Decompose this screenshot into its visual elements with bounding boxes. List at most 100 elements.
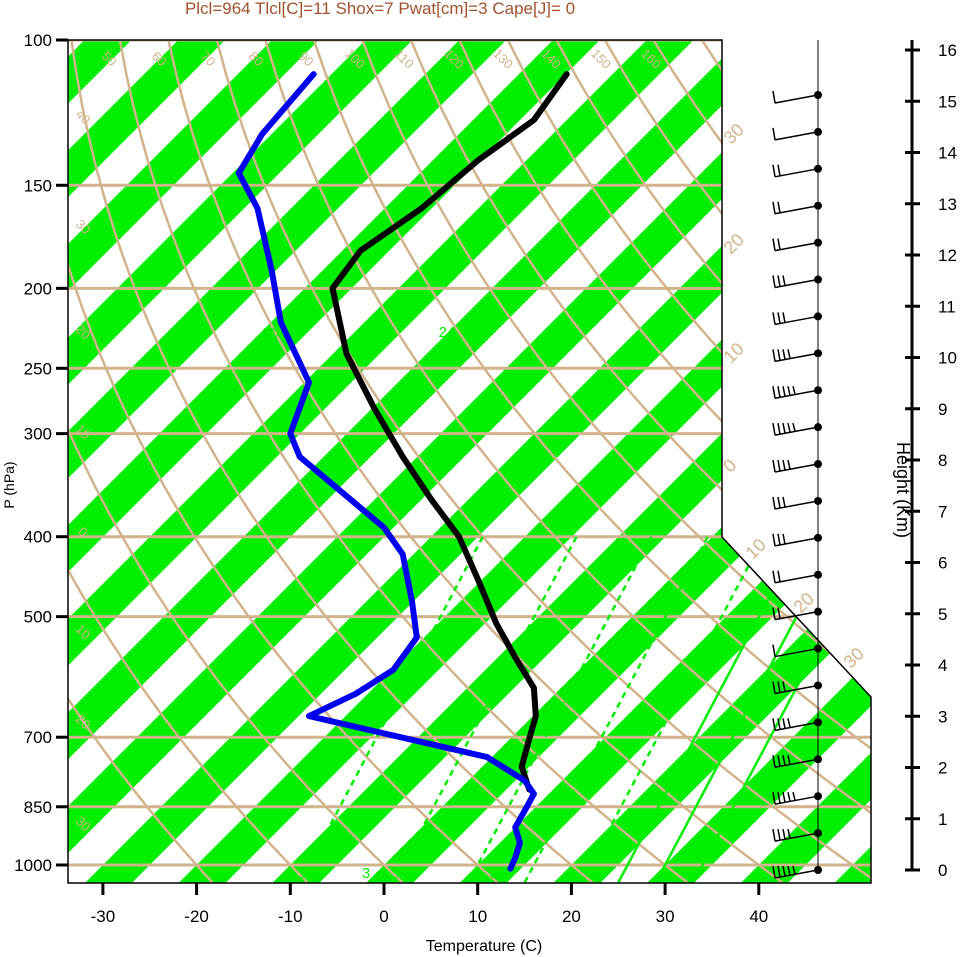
dry-adiabat: [312, 40, 871, 883]
wind-flag: [777, 792, 781, 804]
wind-flag: [782, 755, 786, 766]
height-tick-label: 16: [938, 41, 957, 60]
wind-barb: [774, 537, 819, 547]
y-tick-label: 300: [24, 425, 52, 444]
wind-barb: [774, 758, 819, 769]
wind-flag: [777, 312, 781, 324]
y-tick-label: 100: [24, 31, 52, 50]
wind-flag: [782, 312, 786, 323]
x-tick-label: 40: [749, 907, 768, 926]
green-band: [272, 40, 871, 883]
isotherm-label: 20: [720, 230, 748, 258]
wind-barb: [774, 241, 819, 252]
wind-flag: [772, 90, 776, 104]
left-isotherm-label: 40: [73, 106, 94, 127]
wind-flag: [777, 459, 781, 472]
wind-flag: [777, 828, 781, 841]
wind-barb: [774, 131, 819, 141]
dry-adiabat: [264, 40, 871, 883]
mixing-ratio-label: 16: [263, 324, 280, 341]
wind-flag: [782, 828, 786, 840]
dry-adiabat: [118, 40, 689, 883]
wind-barb: [774, 832, 819, 842]
green-band: [68, 40, 132, 883]
height-tick-label: 2: [938, 759, 947, 778]
mixing-ratio-label: 32: [649, 324, 666, 341]
wind-flag: [772, 792, 776, 805]
plot-border: [67, 39, 872, 884]
wind-flag: [772, 570, 776, 583]
sounding-profiles: [235, 71, 570, 872]
wind-barb: [774, 500, 819, 510]
x-tick-label: -20: [184, 907, 209, 926]
wind-flag: [772, 755, 776, 768]
wind-flag: [772, 164, 776, 177]
x-tick-label: 30: [656, 907, 675, 926]
wind-flag: [777, 533, 781, 545]
height-tick-label: 15: [938, 92, 957, 111]
wind-flag: [772, 533, 776, 546]
wind-barb: [774, 315, 819, 326]
dewpoint-profile: [235, 71, 537, 872]
wind-flag: [777, 164, 781, 176]
mixing-ratio-line: [523, 536, 709, 883]
wind-flag: [782, 718, 786, 729]
dry-adiabat: [167, 40, 784, 883]
wind-flag: [782, 422, 786, 434]
dry-adiabat: [70, 40, 594, 883]
wind-flag: [792, 865, 796, 875]
mixing-ratio-line: [298, 536, 484, 883]
dry-adiabat: [700, 40, 871, 883]
y-tick-label: 400: [24, 528, 52, 547]
mixing-ratio-label: 12: [191, 324, 208, 341]
wind-flag: [777, 865, 781, 878]
y-axis-label: P (hPa): [1, 461, 17, 508]
wind-flag: [772, 312, 776, 325]
wind-flag: [772, 127, 776, 141]
green-band: [68, 40, 507, 883]
wind-flag: [792, 422, 796, 432]
wind-flag: [787, 422, 791, 433]
wind-flag: [782, 496, 786, 508]
dry-adiabat: [68, 40, 499, 883]
height-tick-label: 3: [938, 707, 947, 726]
wind-barb: [774, 426, 819, 436]
y-tick-label: 1000: [14, 856, 52, 875]
wind-flag: [772, 607, 776, 620]
wind-flag: [772, 201, 776, 214]
header-stats: Plcl=964 Tlcl[C]=11 Shox=7 Pwat[cm]=3 Ca…: [185, 0, 575, 18]
dry-adiabat: [458, 40, 871, 883]
temperature-profile: [329, 71, 570, 793]
wind-flag: [792, 792, 796, 801]
wind-barb: [774, 721, 819, 732]
wind-flag: [787, 828, 791, 839]
mixing-ratio-line: [467, 536, 653, 883]
height-tick-label: 13: [938, 195, 957, 214]
height-axis-label: Height (Km): [893, 442, 913, 538]
x-tick-label: 0: [379, 907, 388, 926]
wind-flag: [777, 201, 781, 213]
wind-flag: [787, 386, 791, 396]
wind-flag: [782, 275, 786, 286]
dry-adiabat: [409, 40, 871, 883]
wind-flag: [787, 755, 791, 765]
wind-flag: [772, 423, 776, 436]
isotherm-label: 10: [720, 339, 748, 367]
wind-barb: [774, 574, 819, 584]
wind-barb: [774, 463, 819, 473]
wind-flag: [777, 755, 781, 767]
height-tick-label: 11: [938, 297, 956, 316]
height-tick-label: 0: [938, 861, 947, 880]
wind-flag: [772, 681, 776, 694]
wind-flag: [772, 644, 776, 657]
isotherm-label: 10: [742, 535, 770, 563]
height-tick-label: 1: [938, 810, 947, 829]
wind-flag: [777, 386, 781, 398]
green-band: [178, 40, 871, 883]
wind-flag: [787, 865, 791, 876]
green-band: [68, 40, 694, 883]
y-tick-label: 200: [24, 279, 52, 298]
axes: -30 -20 -10 0 10 20 30 40 100 150 200 250 300 400 500 7…: [14, 31, 768, 926]
green-band: [459, 40, 871, 883]
wind-flag: [777, 496, 781, 509]
